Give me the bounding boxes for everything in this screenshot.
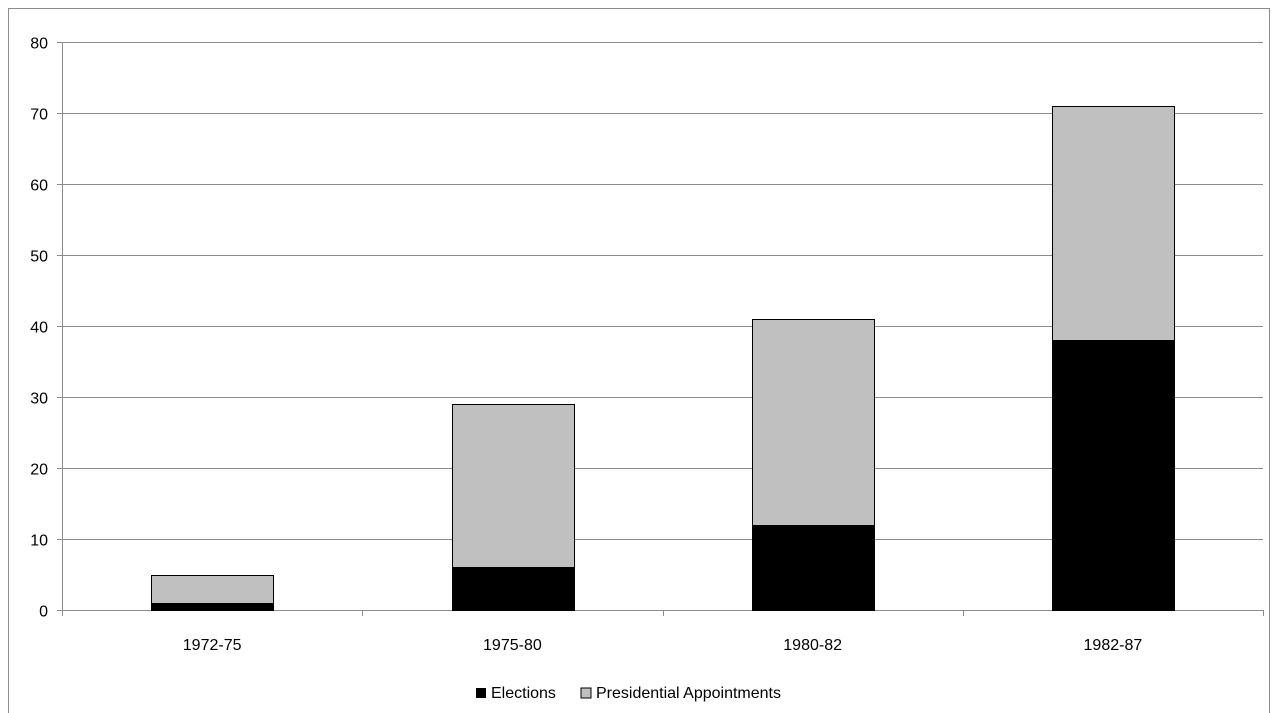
- x-tick-label-1982-87: 1982-87: [1084, 637, 1143, 654]
- y-tick-label-50: 50: [30, 249, 48, 266]
- x-tick-label-1972-75: 1972-75: [183, 637, 242, 654]
- y-tick-label-60: 60: [30, 178, 48, 195]
- legend-swatch-elections: [476, 688, 486, 698]
- bar-1982-87-elections: [1052, 340, 1175, 611]
- y-axis: 0 10 20 30 40 50 60 70 80: [30, 36, 63, 621]
- x-tick-label-1975-80: 1975-80: [483, 637, 542, 654]
- bar-1972-75-elections: [151, 603, 274, 611]
- y-tick-label-10: 10: [30, 533, 48, 550]
- bar-1972-75-presidential-appointments: [151, 575, 274, 604]
- y-tick-label-40: 40: [30, 320, 48, 337]
- bar-1975-80-elections: [452, 567, 575, 611]
- y-tick-label-0: 0: [39, 604, 48, 621]
- y-tick-label-30: 30: [30, 391, 48, 408]
- legend-label-presidential-appointments: Presidential Appointments: [596, 685, 781, 702]
- legend: Elections Presidential Appointments: [476, 685, 781, 702]
- bar-1982-87-presidential-appointments: [1052, 106, 1175, 341]
- legend-swatch-presidential-appointments: [580, 687, 592, 699]
- x-axis: 1972-75 1975-80 1980-82 1982-87: [62, 610, 1264, 654]
- bar-1975-80-presidential-appointments: [452, 404, 575, 568]
- legend-label-elections: Elections: [491, 685, 556, 702]
- bar-1980-82-presidential-appointments: [752, 319, 875, 526]
- y-tick-label-80: 80: [30, 36, 48, 53]
- bar-1980-82-elections: [752, 525, 875, 611]
- y-tick-label-70: 70: [30, 107, 48, 124]
- bars: [151, 106, 1175, 611]
- x-tick-label-1980-82: 1980-82: [783, 637, 842, 654]
- y-tick-label-20: 20: [30, 462, 48, 479]
